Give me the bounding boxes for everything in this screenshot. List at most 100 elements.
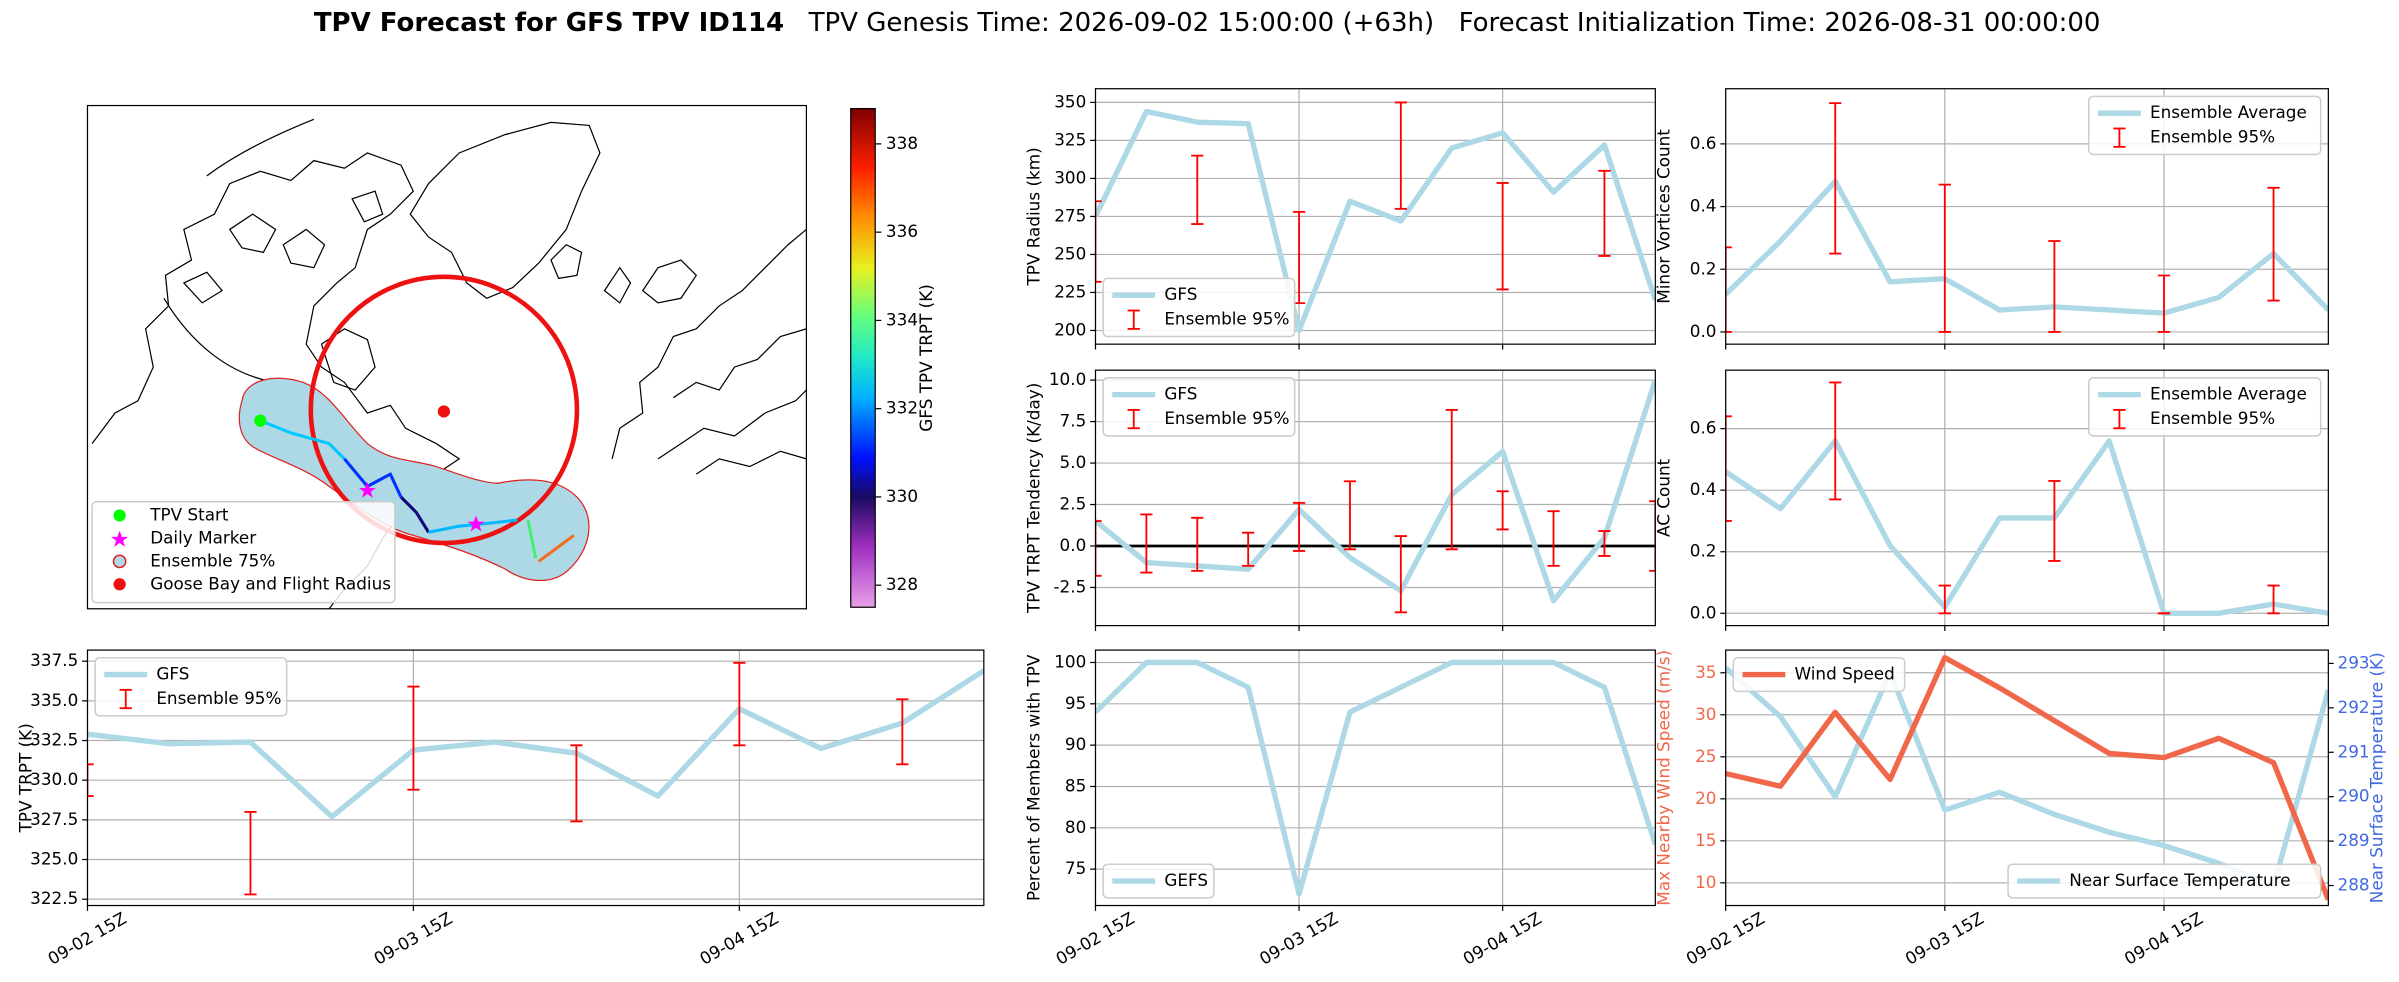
legend: Near Surface Temperature xyxy=(2007,863,2322,899)
legend-label: Ensemble 95% xyxy=(1164,309,1289,329)
series-line xyxy=(1095,659,1656,897)
legend-marker xyxy=(113,509,126,522)
legend: GFS Ensemble 95% xyxy=(1102,277,1296,338)
x-tick-label: 09-02 15Z xyxy=(1052,908,1137,969)
coastline xyxy=(611,228,807,475)
y-tick-label: 0.2 xyxy=(1690,258,1717,278)
series-line xyxy=(1095,379,1656,604)
y-axis-label: Minor Vortices Count xyxy=(1653,129,1673,304)
y-tick-label: 325.0 xyxy=(30,849,78,869)
legend: Wind Speed xyxy=(1732,656,1906,693)
y-tick-label: 275 xyxy=(1054,205,1086,225)
y-tick-label: 90 xyxy=(1065,734,1086,754)
plot-area xyxy=(1095,88,1656,345)
legend-label: Ensemble Average xyxy=(2150,102,2307,122)
track-segment xyxy=(399,496,430,534)
y-tick-label: 10.0 xyxy=(1049,369,1086,389)
y-tick-label: 350 xyxy=(1054,91,1086,111)
colorbar-tick-label: 336 xyxy=(886,221,918,241)
series-line xyxy=(1725,654,2329,901)
plot-frame xyxy=(1094,649,1656,907)
y-tick-label: 322.5 xyxy=(30,888,78,908)
y-tick-label: 20 xyxy=(1695,788,1716,808)
y-tick-label: -2.5 xyxy=(1053,576,1086,596)
plot-frame xyxy=(1094,369,1656,627)
legend-label: Wind Speed xyxy=(1795,664,1895,684)
coastline xyxy=(182,190,384,304)
plot-frame xyxy=(1725,369,2329,627)
colorbar-label: GFS TPV TRPT (K) xyxy=(916,284,936,432)
y-axis-label: AC Count xyxy=(1653,458,1673,537)
legend-box xyxy=(1102,863,1215,899)
coastline xyxy=(409,121,601,299)
coastline xyxy=(550,243,632,304)
legend-label: Near Surface Temperature xyxy=(2069,870,2290,890)
track-segment xyxy=(537,534,575,563)
plot-background xyxy=(1725,650,2329,906)
y-tick-label: 335.0 xyxy=(30,690,78,710)
y-tick-label: 5.0 xyxy=(1060,452,1087,472)
series-line xyxy=(1725,438,2329,616)
legend-label: TPV Start xyxy=(149,504,229,524)
boundary-line xyxy=(206,118,315,177)
y-tick-label: 85 xyxy=(1065,775,1086,795)
y-axis-label: Percent of Members with TPV xyxy=(1023,654,1043,901)
y-tick-label: 80 xyxy=(1065,817,1086,837)
x-tick-label: 09-02 15Z xyxy=(1682,908,1767,969)
y-axis-label: TPV TRPT Tendency (K/day) xyxy=(1023,383,1043,614)
plot-area xyxy=(1095,650,1656,906)
legend-label: Ensemble 95% xyxy=(2150,127,2275,147)
plot-frame xyxy=(86,649,985,907)
y-axis-label: Max Nearby Wind Speed (m/s) xyxy=(1653,650,1673,906)
series-line xyxy=(1725,178,2329,316)
plot-frame xyxy=(1725,88,2329,345)
x-tick-label: 09-03 15Z xyxy=(1902,908,1987,969)
y-tick-label: 250 xyxy=(1054,243,1086,263)
y-tick-label: 0.0 xyxy=(1690,321,1717,341)
x-tick-label: 09-04 15Z xyxy=(696,908,781,969)
y-tick-label: 0.0 xyxy=(1060,535,1087,555)
colorbar xyxy=(850,107,876,608)
legend-label: Goose Bay and Flight Radius xyxy=(150,573,391,593)
legend-label: Ensemble Average xyxy=(2150,384,2307,404)
y-tick-label: 325 xyxy=(1054,129,1086,149)
title-genesis: TPV Genesis Time: 2026-09-02 15:00:00 (+… xyxy=(808,7,1435,37)
series-line xyxy=(1095,108,1656,334)
y2-axis-label: Near Surface Temperature (K) xyxy=(2366,652,2386,903)
legend-box xyxy=(91,500,396,604)
y-tick-label: 337.5 xyxy=(30,650,78,670)
figure-title: TPV Forecast for GFS TPV ID114 TPV Genesi… xyxy=(314,7,2101,37)
legend-marker xyxy=(111,530,129,547)
y-tick-label: 35 xyxy=(1695,662,1716,682)
legend-box xyxy=(2088,377,2322,437)
legend-box xyxy=(2088,95,2322,156)
plot-area xyxy=(1725,88,2329,345)
coastline xyxy=(320,328,376,391)
plot-background xyxy=(1095,650,1656,906)
daily-marker xyxy=(467,515,485,532)
title-init: Forecast Initialization Time: 2026-08-31… xyxy=(1459,7,2101,37)
y-tick-label: 75 xyxy=(1065,858,1086,878)
plot-area xyxy=(1095,370,1656,626)
y-axis-label: TPV TRPT (K) xyxy=(15,723,35,833)
colorbar-tick-label: 332 xyxy=(886,398,918,418)
plot-area xyxy=(87,650,984,906)
legend: Ensemble Average Ensemble 95% xyxy=(2088,95,2322,156)
x-tick-label: 09-02 15Z xyxy=(44,908,129,969)
legend: GFS Ensemble 95% xyxy=(94,656,288,717)
track-segment xyxy=(259,419,346,460)
y2-tick-label: 289 xyxy=(2338,830,2370,850)
legend-label: Ensemble 95% xyxy=(2150,408,2275,428)
plot-frame xyxy=(1725,649,2329,907)
map-frame xyxy=(86,104,808,610)
plot-frame xyxy=(1094,88,1656,345)
colorbar-tick-label: 334 xyxy=(886,309,918,329)
y-axis-label: TPV Radius (km) xyxy=(1023,147,1043,286)
legend: GEFS xyxy=(1102,863,1215,899)
series-line xyxy=(87,668,984,820)
legend-marker xyxy=(112,554,127,569)
legend-label: GFS xyxy=(156,664,189,684)
y-tick-label: 225 xyxy=(1054,281,1086,301)
boundary-line xyxy=(163,297,276,384)
legend: GFS Ensemble 95% xyxy=(1102,377,1296,437)
